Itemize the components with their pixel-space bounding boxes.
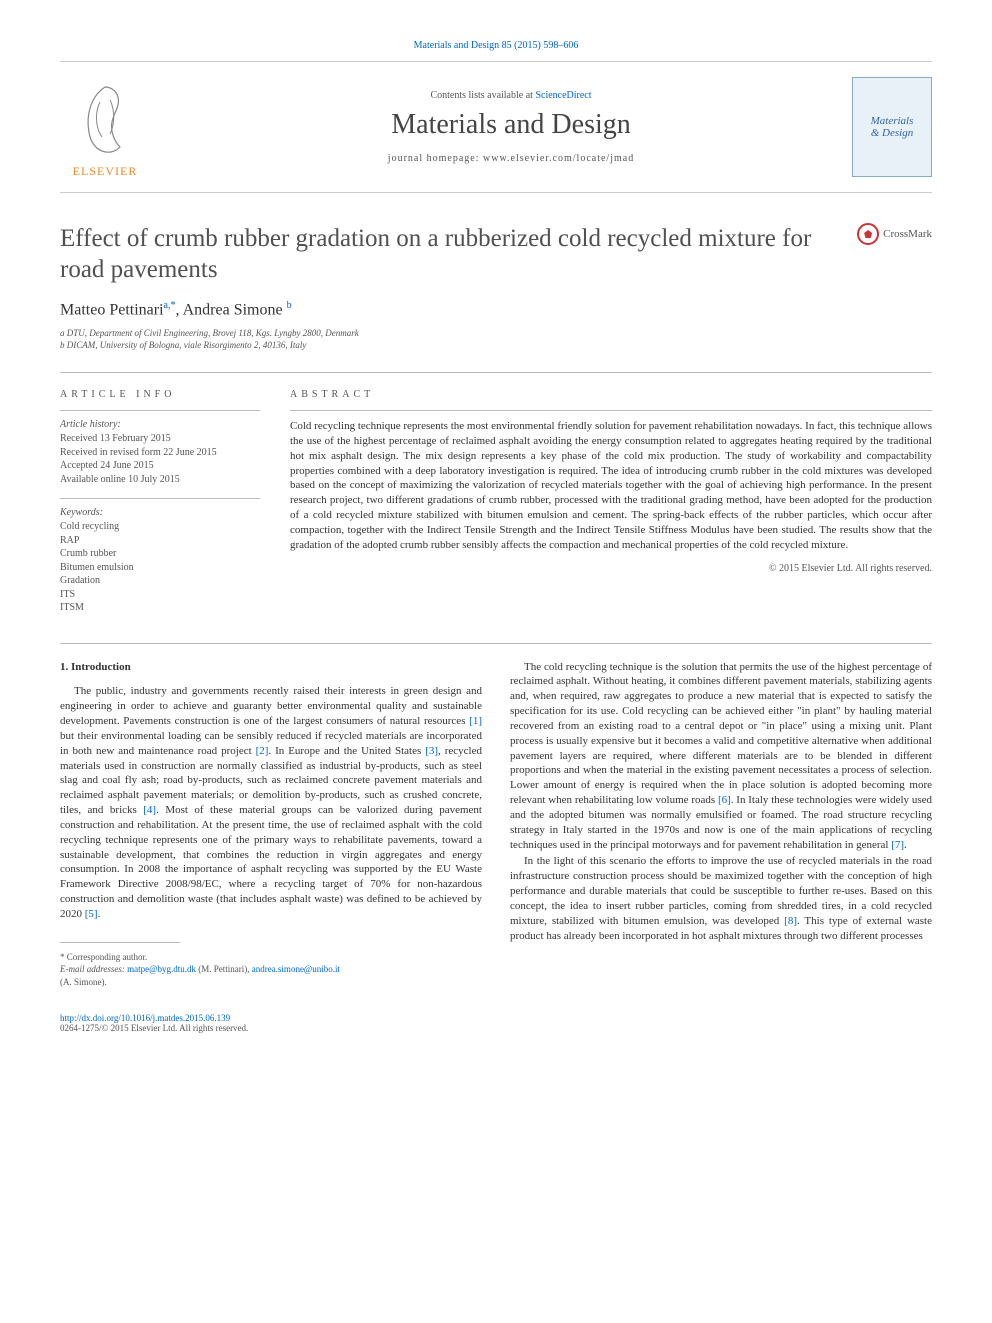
abstract-column: abstract Cold recycling technique repres… xyxy=(290,389,932,615)
abstract-rule xyxy=(290,410,932,411)
intro-para-1: The public, industry and governments rec… xyxy=(60,684,482,922)
keyword-item: Crumb rubber xyxy=(60,547,260,561)
contents-lists-line: Contents lists available at ScienceDirec… xyxy=(170,90,852,101)
issn-copyright: 0264-1275/© 2015 Elsevier Ltd. All right… xyxy=(60,1023,932,1033)
keyword-item: RAP xyxy=(60,534,260,548)
text-run: . xyxy=(98,908,101,920)
journal-cover-thumbnail: Materials & Design xyxy=(852,77,932,177)
affiliation-a: a DTU, Department of Civil Engineering, … xyxy=(60,327,932,340)
svg-text:ELSEVIER: ELSEVIER xyxy=(73,164,138,178)
article-history: Article history: Received 13 February 20… xyxy=(60,410,260,486)
cover-text-2: & Design xyxy=(871,127,913,139)
keyword-item: Cold recycling xyxy=(60,520,260,534)
crossmark-badge[interactable]: CrossMark xyxy=(857,223,932,245)
intro-para-3: In the light of this scenario the effort… xyxy=(510,854,932,943)
email-link-1[interactable]: matpe@byg.dtu.dk xyxy=(127,964,196,974)
ref-link-5[interactable]: [5] xyxy=(85,908,98,920)
homepage-url[interactable]: www.elsevier.com/locate/jmad xyxy=(483,153,634,164)
ref-link-1[interactable]: [1] xyxy=(469,715,482,727)
author-2-affil-sup: b xyxy=(287,300,292,311)
abstract-label: abstract xyxy=(290,389,932,400)
elsevier-logo: ELSEVIER xyxy=(60,72,150,182)
history-revised: Received in revised form 22 June 2015 xyxy=(60,446,260,460)
email-link-2[interactable]: andrea.simone@unibo.it xyxy=(252,964,340,974)
cover-text-1: Materials xyxy=(871,115,914,127)
ref-link-8[interactable]: [8] xyxy=(784,915,797,927)
abstract-bottom-rule xyxy=(60,643,932,644)
affiliations: a DTU, Department of Civil Engineering, … xyxy=(60,327,932,352)
text-run: The public, industry and governments rec… xyxy=(60,685,482,727)
sciencedirect-link[interactable]: ScienceDirect xyxy=(535,90,591,101)
keyword-item: Bitumen emulsion xyxy=(60,561,260,575)
journal-name: Materials and Design xyxy=(170,109,852,141)
crossmark-label: CrossMark xyxy=(883,228,932,240)
info-abstract-row: article info Article history: Received 1… xyxy=(60,389,932,615)
corr-author-label: * Corresponding author. xyxy=(60,951,482,964)
email-name-1: (M. Pettinari), xyxy=(196,964,252,974)
left-column: 1. Introduction The public, industry and… xyxy=(60,660,482,989)
intro-para-2: The cold recycling technique is the solu… xyxy=(510,660,932,853)
article-info-label: article info xyxy=(60,389,260,400)
abstract-text: Cold recycling technique represents the … xyxy=(290,419,932,553)
keyword-item: ITSM xyxy=(60,601,260,615)
affiliation-b: b DICAM, University of Bologna, viale Ri… xyxy=(60,339,932,352)
article-info-column: article info Article history: Received 1… xyxy=(60,389,260,615)
ref-link-7[interactable]: [7] xyxy=(891,839,904,851)
top-citation[interactable]: Materials and Design 85 (2015) 598–606 xyxy=(60,40,932,51)
history-online: Available online 10 July 2015 xyxy=(60,473,260,487)
header-center: Contents lists available at ScienceDirec… xyxy=(170,90,852,164)
crossmark-icon xyxy=(857,223,879,245)
author-2[interactable]: , Andrea Simone xyxy=(175,301,286,318)
ref-link-3[interactable]: [3] xyxy=(425,745,438,757)
doi-link[interactable]: http://dx.doi.org/10.1016/j.matdes.2015.… xyxy=(60,1013,230,1023)
ref-link-2[interactable]: [2] xyxy=(256,745,269,757)
email-label: E-mail addresses: xyxy=(60,964,127,974)
article-title: Effect of crumb rubber gradation on a ru… xyxy=(60,223,857,286)
text-run: . In Europe and the United States xyxy=(268,745,425,757)
right-column: The cold recycling technique is the solu… xyxy=(510,660,932,989)
footnote-rule xyxy=(60,942,180,943)
history-heading: Article history: xyxy=(60,419,260,430)
text-run: . xyxy=(904,839,907,851)
email-line: E-mail addresses: matpe@byg.dtu.dk (M. P… xyxy=(60,963,482,976)
author-1[interactable]: Matteo Pettinari xyxy=(60,301,164,318)
section-1-heading: 1. Introduction xyxy=(60,660,482,675)
authors-line: Matteo Pettinaria,*, Andrea Simone b xyxy=(60,300,932,319)
keyword-item: ITS xyxy=(60,588,260,602)
keywords-heading: Keywords: xyxy=(60,507,260,518)
journal-header: ELSEVIER Contents lists available at Sci… xyxy=(60,61,932,193)
header-rule xyxy=(60,372,932,373)
corresponding-author-footnote: * Corresponding author. E-mail addresses… xyxy=(60,951,482,989)
history-accepted: Accepted 24 June 2015 xyxy=(60,459,260,473)
keyword-item: Gradation xyxy=(60,574,260,588)
contents-prefix: Contents lists available at xyxy=(430,90,535,101)
text-run: The cold recycling technique is the solu… xyxy=(510,661,932,807)
journal-homepage: journal homepage: www.elsevier.com/locat… xyxy=(170,153,852,164)
article-header: Effect of crumb rubber gradation on a ru… xyxy=(60,223,932,352)
homepage-prefix: journal homepage: xyxy=(388,153,483,164)
body-columns: 1. Introduction The public, industry and… xyxy=(60,660,932,989)
keywords-block: Keywords: Cold recycling RAP Crumb rubbe… xyxy=(60,498,260,615)
ref-link-6[interactable]: [6] xyxy=(718,794,731,806)
email-name-2: (A. Simone). xyxy=(60,976,482,989)
text-run: . Most of these material groups can be v… xyxy=(60,804,482,920)
history-received: Received 13 February 2015 xyxy=(60,432,260,446)
ref-link-4[interactable]: [4] xyxy=(143,804,156,816)
abstract-copyright: © 2015 Elsevier Ltd. All rights reserved… xyxy=(290,563,932,574)
page-footer: http://dx.doi.org/10.1016/j.matdes.2015.… xyxy=(60,1013,932,1033)
